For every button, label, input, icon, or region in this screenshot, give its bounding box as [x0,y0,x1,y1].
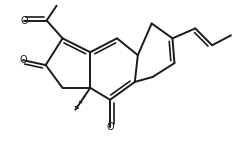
Text: O: O [106,122,114,132]
Text: O: O [20,15,28,26]
Text: O: O [19,55,27,65]
